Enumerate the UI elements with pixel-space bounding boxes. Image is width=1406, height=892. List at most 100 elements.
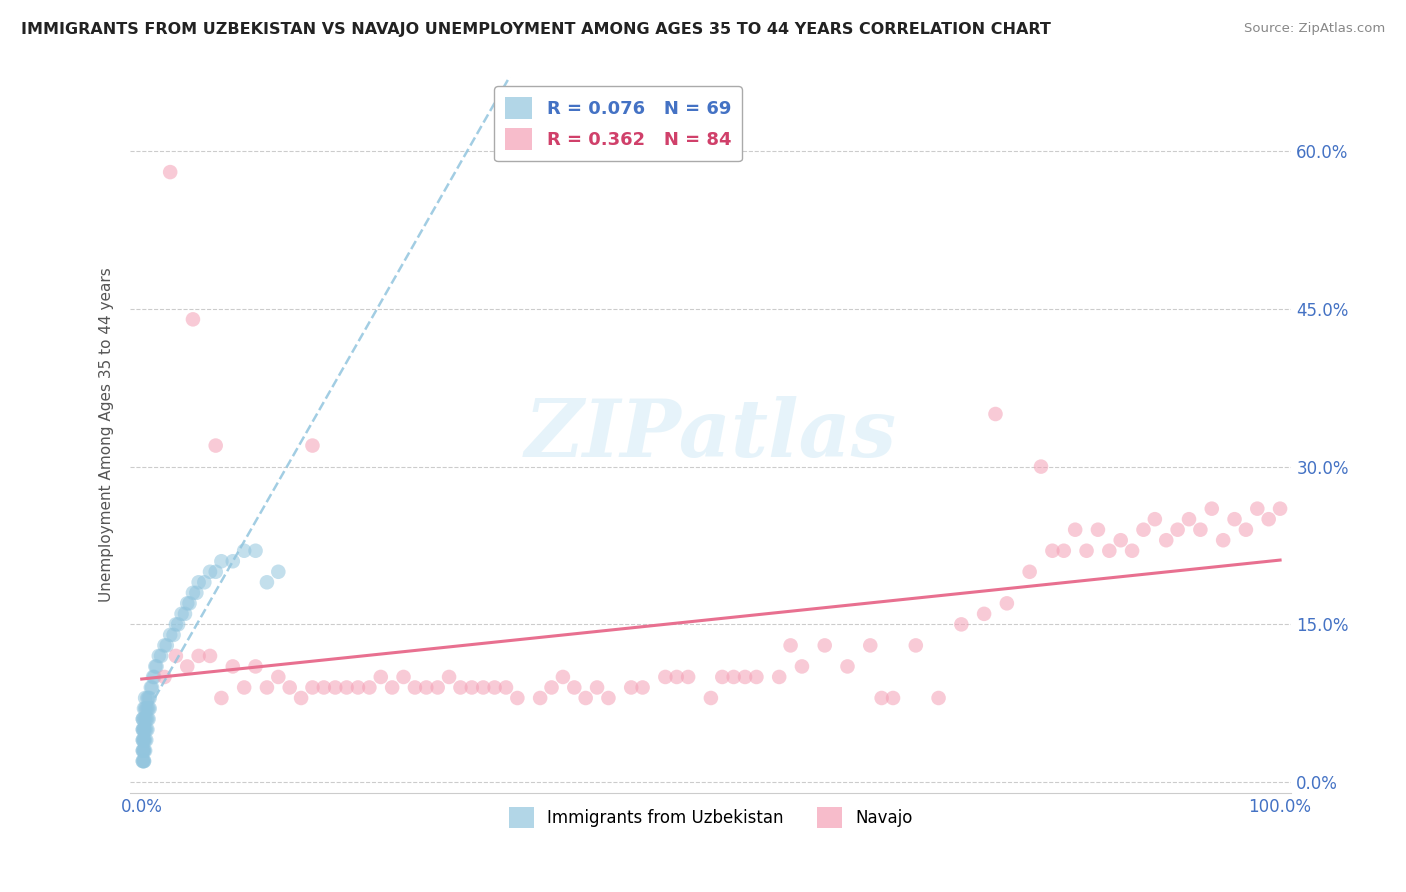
Point bbox=[132, 733, 155, 747]
Point bbox=[837, 659, 859, 673]
Point bbox=[198, 565, 221, 579]
Point bbox=[859, 639, 882, 653]
Point bbox=[187, 648, 209, 663]
Point bbox=[267, 565, 290, 579]
Point bbox=[165, 648, 187, 663]
Point bbox=[928, 691, 950, 706]
Point bbox=[132, 743, 155, 757]
Point bbox=[415, 681, 437, 695]
Point bbox=[143, 670, 166, 684]
Point bbox=[150, 648, 173, 663]
Point bbox=[1246, 501, 1268, 516]
Point bbox=[138, 691, 160, 706]
Point bbox=[134, 712, 156, 726]
Point bbox=[529, 691, 551, 706]
Point bbox=[132, 733, 155, 747]
Point bbox=[711, 670, 734, 684]
Point bbox=[179, 596, 201, 610]
Point bbox=[187, 575, 209, 590]
Point bbox=[484, 681, 506, 695]
Point bbox=[620, 681, 643, 695]
Point bbox=[301, 681, 323, 695]
Point bbox=[1154, 533, 1177, 548]
Point bbox=[136, 723, 159, 737]
Point bbox=[1178, 512, 1201, 526]
Point bbox=[745, 670, 768, 684]
Point bbox=[142, 670, 165, 684]
Point bbox=[1189, 523, 1212, 537]
Point bbox=[148, 648, 170, 663]
Point bbox=[165, 617, 187, 632]
Point bbox=[132, 712, 155, 726]
Point bbox=[186, 586, 208, 600]
Text: Source: ZipAtlas.com: Source: ZipAtlas.com bbox=[1244, 22, 1385, 36]
Point bbox=[437, 670, 460, 684]
Point bbox=[551, 670, 574, 684]
Point bbox=[301, 439, 323, 453]
Point bbox=[1109, 533, 1132, 548]
Point bbox=[132, 754, 155, 768]
Point bbox=[132, 712, 155, 726]
Point bbox=[631, 681, 654, 695]
Point bbox=[209, 554, 232, 568]
Point bbox=[134, 723, 156, 737]
Point bbox=[132, 723, 155, 737]
Legend: Immigrants from Uzbekistan, Navajo: Immigrants from Uzbekistan, Navajo bbox=[502, 801, 920, 834]
Point bbox=[136, 712, 159, 726]
Point bbox=[995, 596, 1018, 610]
Point bbox=[138, 691, 160, 706]
Point bbox=[984, 407, 1007, 421]
Point bbox=[267, 670, 290, 684]
Point bbox=[392, 670, 415, 684]
Point bbox=[586, 681, 609, 695]
Point bbox=[1087, 523, 1109, 537]
Point bbox=[135, 701, 157, 715]
Point bbox=[768, 670, 790, 684]
Point bbox=[174, 607, 197, 621]
Point bbox=[167, 617, 190, 632]
Point bbox=[132, 723, 155, 737]
Point bbox=[134, 743, 156, 757]
Point bbox=[135, 723, 157, 737]
Point bbox=[245, 543, 267, 558]
Point bbox=[598, 691, 620, 706]
Point bbox=[138, 701, 160, 715]
Point bbox=[790, 659, 813, 673]
Point bbox=[132, 743, 155, 757]
Point bbox=[472, 681, 495, 695]
Point bbox=[156, 639, 179, 653]
Point bbox=[540, 681, 562, 695]
Point bbox=[139, 681, 162, 695]
Point bbox=[159, 165, 181, 179]
Point bbox=[1201, 501, 1223, 516]
Point bbox=[1234, 523, 1257, 537]
Point bbox=[134, 733, 156, 747]
Point bbox=[1132, 523, 1154, 537]
Point bbox=[181, 586, 204, 600]
Point bbox=[882, 691, 904, 706]
Text: IMMIGRANTS FROM UZBEKISTAN VS NAVAJO UNEMPLOYMENT AMONG AGES 35 TO 44 YEARS CORR: IMMIGRANTS FROM UZBEKISTAN VS NAVAJO UNE… bbox=[21, 22, 1050, 37]
Point bbox=[312, 681, 335, 695]
Point bbox=[1098, 543, 1121, 558]
Point bbox=[204, 565, 226, 579]
Point bbox=[209, 691, 232, 706]
Point bbox=[132, 743, 155, 757]
Point bbox=[1223, 512, 1246, 526]
Point bbox=[233, 543, 256, 558]
Point bbox=[233, 681, 256, 695]
Point bbox=[870, 691, 893, 706]
Point bbox=[1076, 543, 1098, 558]
Point bbox=[134, 701, 156, 715]
Point bbox=[136, 701, 159, 715]
Point bbox=[176, 596, 198, 610]
Point bbox=[198, 648, 221, 663]
Point bbox=[359, 681, 381, 695]
Point bbox=[132, 754, 155, 768]
Point bbox=[723, 670, 745, 684]
Point bbox=[1053, 543, 1076, 558]
Point bbox=[449, 681, 471, 695]
Point bbox=[132, 712, 155, 726]
Point bbox=[1029, 459, 1052, 474]
Point bbox=[181, 312, 204, 326]
Point bbox=[1018, 565, 1040, 579]
